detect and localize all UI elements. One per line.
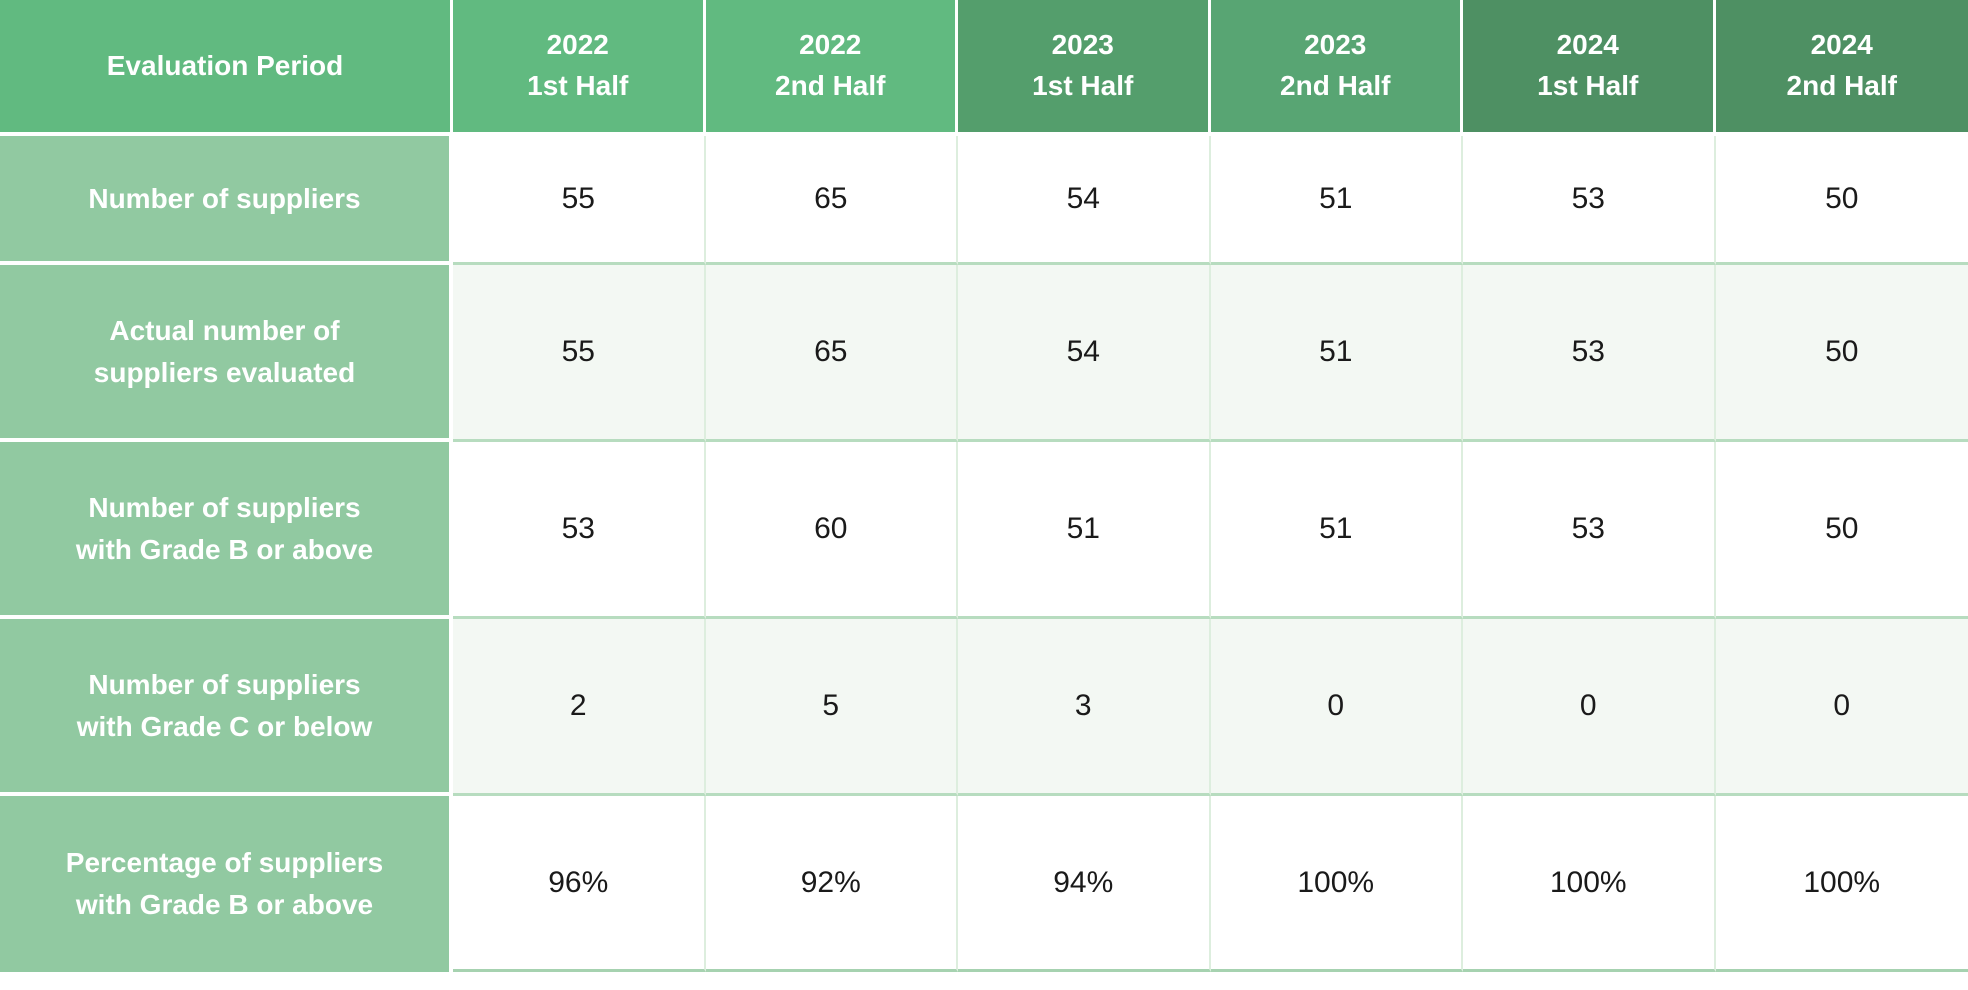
value-cell: 94% bbox=[958, 796, 1211, 972]
value-cell: 92% bbox=[705, 796, 958, 972]
header-cell-2024-2nd-half: 2024 2nd Half bbox=[1715, 0, 1968, 136]
value-cell: 50 bbox=[1715, 442, 1968, 619]
value-cell: 0 bbox=[1463, 619, 1716, 796]
header-cell-evaluation-period: Evaluation Period bbox=[0, 0, 453, 136]
row-label-line: Actual number of bbox=[109, 314, 340, 346]
header-cell-2022-1st-half: 2022 1st Half bbox=[453, 0, 706, 136]
header-year: 2024 bbox=[1810, 29, 1873, 61]
header-cell-2022-2nd-half: 2022 2nd Half bbox=[705, 0, 958, 136]
row-label-actual-suppliers-evaluated: Actual number of suppliers evaluated bbox=[0, 265, 453, 442]
value-cell: 53 bbox=[1463, 265, 1716, 442]
row-label-grade-b-or-above: Number of suppliers with Grade B or abov… bbox=[0, 442, 453, 619]
header-year: 2023 bbox=[1304, 29, 1367, 61]
value-cell: 65 bbox=[705, 265, 958, 442]
header-year: 2022 bbox=[799, 29, 862, 61]
header-year: 2023 bbox=[1051, 29, 1114, 61]
row-label-line: Number of suppliers bbox=[88, 182, 361, 214]
header-half: 2nd Half bbox=[1280, 70, 1391, 101]
value-cell: 96% bbox=[453, 796, 706, 972]
row-label-line: with Grade B or above bbox=[75, 889, 374, 920]
row-label-line: suppliers evaluated bbox=[93, 356, 356, 388]
value-cell: 54 bbox=[958, 136, 1211, 265]
header-half: 1st Half bbox=[527, 70, 629, 101]
value-cell: 2 bbox=[453, 619, 706, 796]
row-label-line: Number of suppliers bbox=[88, 668, 361, 700]
value-cell: 3 bbox=[958, 619, 1211, 796]
value-cell: 51 bbox=[1210, 442, 1463, 619]
header-half: 2nd Half bbox=[1786, 70, 1897, 101]
row-label-number-of-suppliers: Number of suppliers bbox=[0, 136, 453, 265]
value-cell: 51 bbox=[958, 442, 1211, 619]
value-cell: 50 bbox=[1715, 265, 1968, 442]
value-cell: 5 bbox=[705, 619, 958, 796]
row-label-percentage-grade-b-or-above: Percentage of suppliers with Grade B or … bbox=[0, 796, 453, 972]
value-cell: 50 bbox=[1715, 136, 1968, 265]
header-cell-2024-1st-half: 2024 1st Half bbox=[1463, 0, 1716, 136]
header-half: 2nd Half bbox=[775, 70, 886, 101]
value-cell: 100% bbox=[1463, 796, 1716, 972]
header-half: 1st Half bbox=[1537, 70, 1639, 101]
value-cell: 60 bbox=[705, 442, 958, 619]
value-cell: 53 bbox=[453, 442, 706, 619]
value-cell: 51 bbox=[1210, 265, 1463, 442]
header-year: 2024 bbox=[1556, 29, 1619, 61]
value-cell: 65 bbox=[705, 136, 958, 265]
row-label-line: with Grade B or above bbox=[75, 533, 374, 565]
value-cell: 0 bbox=[1715, 619, 1968, 796]
row-label-line: Percentage of suppliers bbox=[65, 847, 384, 878]
row-label-line: with Grade C or below bbox=[76, 710, 373, 742]
value-cell: 54 bbox=[958, 265, 1211, 442]
header-cell-2023-1st-half: 2023 1st Half bbox=[958, 0, 1211, 136]
header-label: Evaluation Period bbox=[106, 49, 344, 81]
value-cell: 53 bbox=[1463, 136, 1716, 265]
value-cell: 55 bbox=[453, 136, 706, 265]
value-cell: 51 bbox=[1210, 136, 1463, 265]
row-label-line: Number of suppliers bbox=[88, 491, 361, 523]
header-cell-2023-2nd-half: 2023 2nd Half bbox=[1210, 0, 1463, 136]
value-cell: 100% bbox=[1210, 796, 1463, 972]
header-year: 2022 bbox=[546, 29, 609, 61]
value-cell: 55 bbox=[453, 265, 706, 442]
value-cell: 0 bbox=[1210, 619, 1463, 796]
value-cell: 53 bbox=[1463, 442, 1716, 619]
value-cell: 100% bbox=[1715, 796, 1968, 972]
header-half: 1st Half bbox=[1032, 70, 1134, 101]
row-label-grade-c-or-below: Number of suppliers with Grade C or belo… bbox=[0, 619, 453, 796]
